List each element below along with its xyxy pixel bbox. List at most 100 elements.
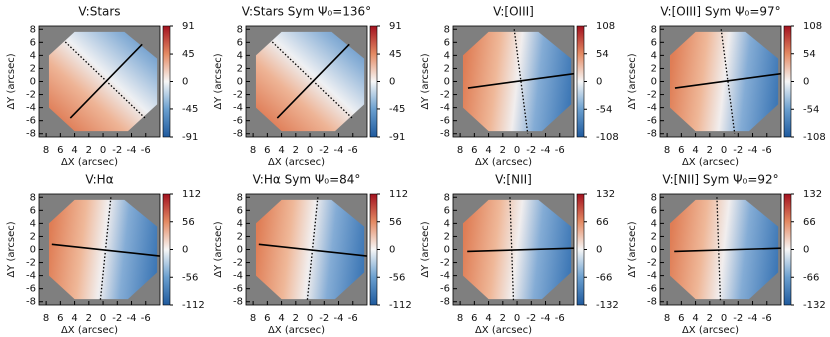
x-tick-label: 6 — [678, 145, 684, 156]
colorbar-tick-label: -132 — [596, 300, 619, 311]
panel-title: V:Hα — [85, 173, 113, 187]
x-tick-label: -4 — [541, 313, 551, 324]
y-tick-label: -2 — [26, 90, 36, 101]
minor-axis — [513, 29, 529, 134]
y-tick-label: -6 — [233, 116, 243, 127]
x-tick-label: 4 — [71, 145, 77, 156]
x-tick-label: 6 — [57, 313, 63, 324]
y-tick-label: -4 — [233, 271, 243, 282]
y-tick-label: 2 — [651, 231, 657, 242]
y-axis-label: ΔY (arcsec) — [627, 53, 638, 109]
y-tick-label: -2 — [233, 90, 243, 101]
y-axis-label: ΔY (arcsec) — [213, 53, 224, 109]
x-axis-label: ΔX (arcsec) — [61, 325, 118, 336]
y-tick-label: -8 — [440, 297, 450, 308]
colorbar-tick-label: -108 — [596, 132, 619, 143]
y-tick-label: 2 — [444, 231, 450, 242]
y-tick-label: 0 — [237, 77, 243, 88]
y-tick-label: 6 — [444, 205, 450, 216]
x-axis-label: ΔX (arcsec) — [268, 157, 325, 168]
y-tick-label: 8 — [651, 192, 657, 203]
colorbar-tick-label: -112 — [389, 300, 412, 311]
y-tick-label: -4 — [26, 103, 36, 114]
y-tick-label: -6 — [647, 284, 657, 295]
x-tick-label: -2 — [319, 145, 329, 156]
y-tick-label: 0 — [444, 245, 450, 256]
colorbar — [783, 25, 792, 138]
colorbar-tick-label: 108 — [596, 21, 615, 32]
x-tick-label: -4 — [748, 145, 758, 156]
x-tick-label: 2 — [500, 145, 506, 156]
x-tick-label: 8 — [250, 145, 256, 156]
colorbar-tick-label: 0 — [803, 245, 809, 256]
colorbar-tick-label: 0 — [389, 245, 395, 256]
x-tick-label: 6 — [57, 145, 63, 156]
kinematic-axis — [674, 72, 782, 89]
y-tick-label: -8 — [26, 297, 36, 308]
panel-title: V:[OIII] — [493, 5, 534, 19]
x-tick-label: 6 — [264, 145, 270, 156]
x-tick-label: -6 — [762, 313, 772, 324]
x-tick-label: 6 — [264, 313, 270, 324]
colorbar — [576, 25, 585, 138]
y-tick-label: -2 — [440, 258, 450, 269]
x-tick-label: 6 — [678, 313, 684, 324]
x-tick-label: -4 — [127, 145, 137, 156]
y-tick-label: 4 — [30, 50, 36, 61]
x-tick-label: 0 — [721, 145, 727, 156]
y-axis-label: ΔY (arcsec) — [6, 221, 17, 277]
x-tick-label: -2 — [112, 145, 122, 156]
y-axis-label: ΔY (arcsec) — [420, 53, 431, 109]
colorbar-tick-label: 112 — [182, 189, 201, 200]
colorbar-tick-label: 54 — [803, 49, 816, 60]
minor-axis — [306, 197, 319, 302]
colorbar-tick-label: 0 — [182, 77, 188, 88]
colorbar-tick-label: -108 — [803, 132, 826, 143]
colorbar-tick-label: 132 — [596, 189, 615, 200]
y-tick-label: -8 — [647, 129, 657, 140]
y-tick-label: 8 — [30, 24, 36, 35]
x-tick-label: 2 — [293, 313, 299, 324]
x-tick-label: 8 — [43, 145, 49, 156]
x-axis-label: ΔX (arcsec) — [682, 325, 739, 336]
colorbar-tick-label: -66 — [803, 272, 819, 283]
y-tick-label: 8 — [237, 192, 243, 203]
colorbar-tick-label: -112 — [182, 300, 205, 311]
x-tick-label: 2 — [500, 313, 506, 324]
colorbar — [369, 193, 378, 306]
colorbar-tick-label: 66 — [596, 217, 609, 228]
x-axis-label: ΔX (arcsec) — [475, 157, 532, 168]
y-tick-label: 8 — [444, 24, 450, 35]
y-tick-label: 4 — [444, 218, 450, 229]
panel-title: V:Stars Sym Ψ₀=136° — [242, 5, 371, 19]
minor-axis — [99, 197, 112, 302]
kinematic-axis — [467, 72, 575, 89]
x-tick-label: -6 — [348, 313, 358, 324]
kinematic-axis — [467, 247, 575, 253]
colorbar-tick-label: 91 — [389, 21, 402, 32]
y-tick-label: 0 — [30, 245, 36, 256]
y-tick-label: -2 — [233, 258, 243, 269]
x-axis-label: ΔX (arcsec) — [268, 325, 325, 336]
colorbar — [162, 193, 171, 306]
x-tick-label: -2 — [733, 145, 743, 156]
y-tick-label: -4 — [647, 271, 657, 282]
y-tick-label: -8 — [233, 297, 243, 308]
colorbar-tick-label: 0 — [596, 245, 602, 256]
y-tick-label: 2 — [30, 63, 36, 74]
y-tick-label: 2 — [237, 63, 243, 74]
x-tick-label: 8 — [457, 145, 463, 156]
x-tick-label: 6 — [471, 313, 477, 324]
x-tick-label: 2 — [707, 145, 713, 156]
y-tick-label: 2 — [651, 63, 657, 74]
y-tick-label: -6 — [440, 116, 450, 127]
colorbar — [369, 25, 378, 138]
x-tick-label: 8 — [457, 313, 463, 324]
x-tick-label: 4 — [278, 313, 284, 324]
y-tick-label: -4 — [26, 271, 36, 282]
y-tick-label: -2 — [647, 258, 657, 269]
x-tick-label: 8 — [664, 313, 670, 324]
colorbar-tick-label: -66 — [596, 272, 612, 283]
x-tick-label: 0 — [307, 313, 313, 324]
